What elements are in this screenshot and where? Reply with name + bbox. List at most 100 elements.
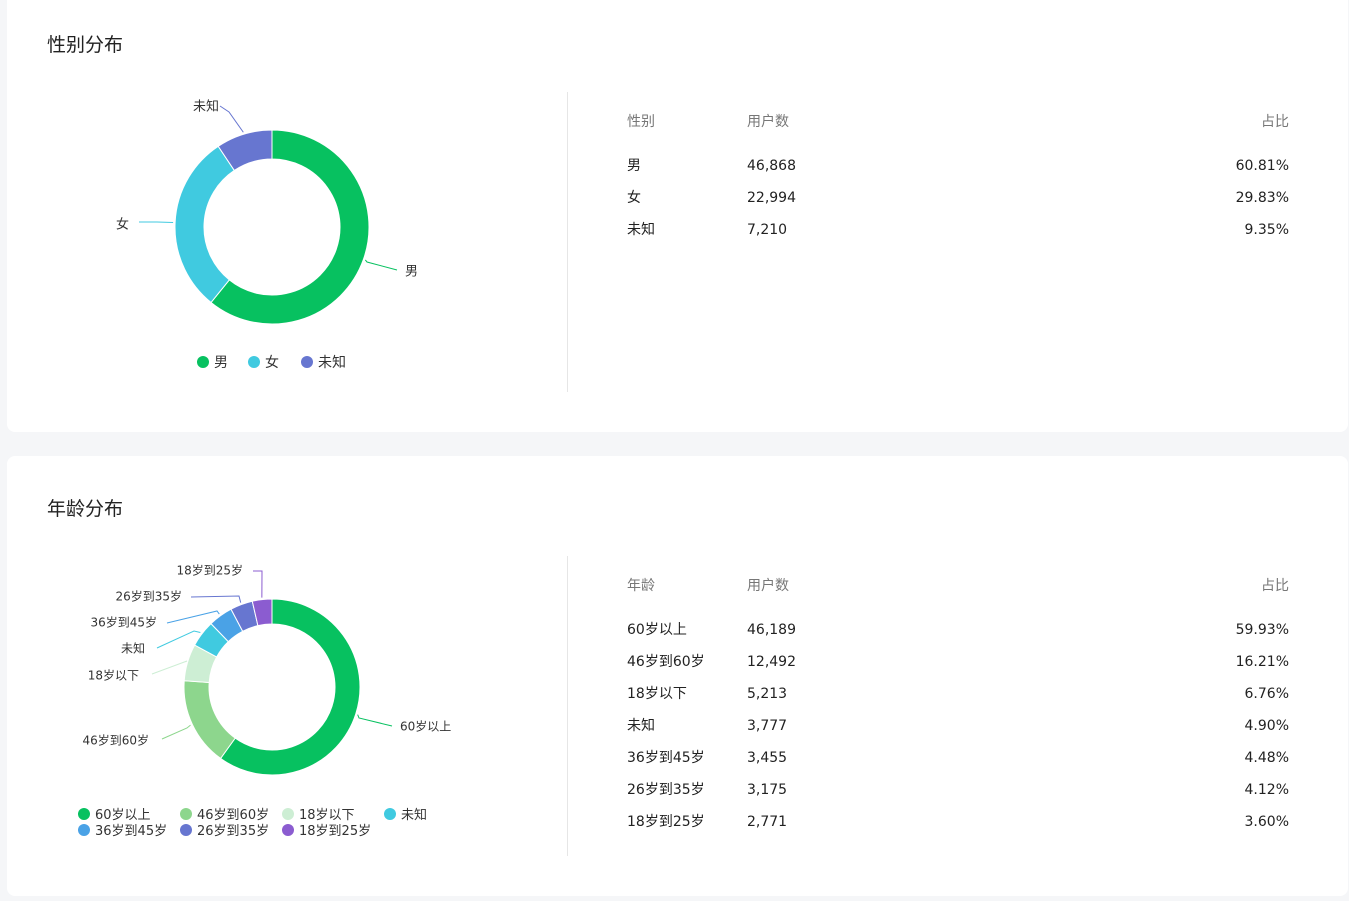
table-row: 46岁到60岁 12,492 16.21% (627, 652, 1289, 684)
table-row: 36岁到45岁 3,455 4.48% (627, 748, 1289, 780)
pie-slice[interactable] (174, 145, 235, 304)
cell-ratio: 29.83% (1235, 190, 1289, 206)
table-row: 18岁以下 5,213 6.76% (627, 684, 1289, 716)
table-row: 18岁到25岁 2,771 3.60% (627, 812, 1289, 844)
legend-dot-icon (78, 807, 90, 820)
table-row: 男 46,868 60.81% (627, 156, 1289, 188)
gender-distribution-card: 性别分布 男女未知 男女未知 性别 用户数 占比 男 46,868 60.81%… (7, 0, 1348, 432)
cell-users: 3,777 (747, 718, 788, 734)
label-leader-line (364, 259, 398, 271)
gender-donut-chart: 男 女 未知 (116, 99, 418, 325)
legend-label: 男 (214, 355, 228, 371)
table-row: 未知 7,210 9.35% (627, 220, 1289, 252)
pie-slice[interactable] (183, 680, 236, 760)
cell-category: 18岁到25岁 (627, 814, 705, 830)
gender-table: 性别 用户数 占比 男 46,868 60.81% 女 22,994 29.83… (627, 112, 1289, 252)
age-table: 年龄 用户数 占比 60岁以上 46,189 59.93% 46岁到60岁 12… (627, 576, 1289, 844)
cell-category: 未知 (627, 718, 655, 734)
table-row: 60岁以上 46,189 59.93% (627, 620, 1289, 652)
cell-category: 26岁到35岁 (627, 782, 705, 798)
table-header: 年龄 用户数 占比 (627, 576, 1289, 620)
label-leader-line (151, 660, 188, 675)
legend-item[interactable]: 未知 (301, 352, 346, 372)
legend-dot-icon (197, 356, 209, 368)
legend-item[interactable]: 未知 (384, 804, 427, 823)
legend-dot-icon (282, 807, 294, 820)
cell-ratio: 4.12% (1244, 782, 1289, 798)
column-header-ratio: 占比 (1261, 114, 1289, 130)
cell-category: 46岁到60岁 (627, 654, 705, 670)
slice-label: 未知 (121, 642, 145, 656)
legend-label: 18岁到25岁 (299, 824, 372, 839)
legend-dot-icon (180, 807, 192, 820)
legend-label: 女 (265, 355, 279, 371)
label-leader-line (161, 724, 191, 740)
slice-label: 18岁以下 (88, 668, 139, 683)
legend-dot-icon (180, 823, 192, 836)
slice-label: 18岁到25岁 (176, 563, 243, 578)
label-leader-line (156, 630, 201, 649)
table-row: 女 22,994 29.83% (627, 188, 1289, 220)
pie-slice[interactable] (251, 598, 273, 627)
legend-label: 26岁到35岁 (197, 824, 270, 839)
pie-slice[interactable] (217, 129, 273, 172)
cell-category: 18岁以下 (627, 686, 687, 702)
gender-section-title: 性别分布 (47, 34, 124, 56)
label-leader-line (219, 105, 244, 133)
divider (567, 556, 568, 856)
legend-item[interactable]: 46岁到60岁 (180, 804, 269, 823)
legend-item[interactable]: 18岁以下 (282, 804, 355, 823)
column-header-gender: 性别 (627, 114, 655, 130)
divider (567, 92, 568, 392)
label-leader-line (190, 595, 242, 603)
cell-category: 女 (627, 190, 641, 206)
slice-label: 60岁以上 (400, 719, 451, 734)
legend-label: 60岁以上 (95, 808, 151, 823)
cell-users: 2,771 (747, 814, 788, 830)
cell-users: 3,455 (747, 750, 788, 766)
cell-ratio: 60.81% (1235, 158, 1289, 174)
legend-dot-icon (248, 356, 260, 368)
cell-ratio: 16.21% (1235, 654, 1289, 670)
pie-slice[interactable] (219, 598, 361, 776)
column-header-users: 用户数 (747, 578, 789, 594)
pie-slice[interactable] (210, 129, 370, 325)
cell-category: 男 (627, 158, 641, 174)
legend-label: 未知 (318, 355, 346, 371)
legend-item[interactable]: 18岁到25岁 (282, 820, 371, 839)
legend-item[interactable]: 60岁以上 (78, 804, 151, 823)
legend-dot-icon (301, 356, 313, 368)
slice-label: 男 (405, 265, 418, 280)
legend-label: 46岁到60岁 (197, 808, 270, 823)
legend-item[interactable]: 女 (248, 352, 279, 372)
legend-item[interactable]: 男 (197, 352, 228, 372)
legend-label: 18岁以下 (299, 808, 355, 823)
slice-label: 26岁到35岁 (115, 589, 182, 604)
cell-category: 60岁以上 (627, 622, 687, 638)
cell-users: 12,492 (747, 654, 796, 670)
legend-dot-icon (78, 823, 90, 836)
cell-category: 未知 (627, 222, 655, 238)
cell-ratio: 4.90% (1244, 718, 1289, 734)
legend-item[interactable]: 26岁到35岁 (180, 820, 269, 839)
table-row: 未知 3,777 4.90% (627, 716, 1289, 748)
legend-item[interactable]: 36岁到45岁 (78, 820, 167, 839)
legend-dot-icon (282, 823, 294, 836)
age-section-title: 年龄分布 (47, 498, 124, 520)
cell-ratio: 6.76% (1244, 686, 1289, 702)
column-header-ratio: 占比 (1261, 578, 1289, 594)
cell-users: 46,189 (747, 622, 796, 638)
legend-label: 36岁到45岁 (95, 824, 168, 839)
cell-ratio: 3.60% (1244, 814, 1289, 830)
table-header: 性别 用户数 占比 (627, 112, 1289, 156)
slice-label: 36岁到45岁 (90, 615, 157, 630)
cell-users: 7,210 (747, 222, 788, 238)
age-donut-chart: 60岁以上 46岁到60岁 18岁以下 未知 36岁到45岁 26岁到35岁 18岁到25岁 (82, 563, 451, 776)
label-leader-line (253, 570, 263, 598)
label-leader-line (357, 714, 393, 727)
slice-label: 未知 (193, 99, 219, 115)
column-header-users: 用户数 (747, 114, 789, 130)
label-leader-line (166, 610, 220, 624)
slice-label: 46岁到60岁 (82, 733, 149, 748)
cell-users: 22,994 (747, 190, 796, 206)
